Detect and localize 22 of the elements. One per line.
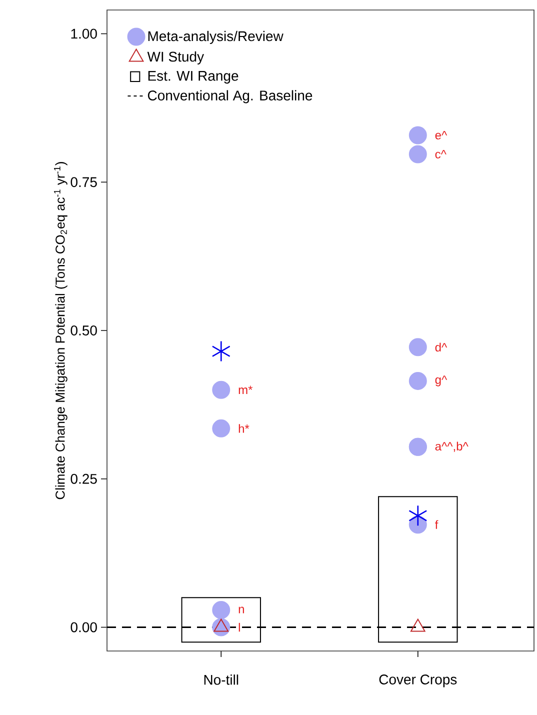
legend-label: Meta-analysis/Review: [148, 30, 284, 44]
annotation: c^: [435, 150, 446, 158]
annotation: d^: [435, 342, 448, 352]
y-axis-title: Climate Change Mitigation Potential (Tons CO$_{2}$eq ac$^{-1}$ yr$^{-1}$): [54, 162, 68, 500]
x-tick-label: No-till: [204, 674, 238, 685]
legend-label: Est. WI Range: [148, 71, 238, 84]
y-tick-label: 0.75: [70, 177, 97, 188]
y-tick-label: 1.00: [71, 28, 97, 39]
legend-label: Conventional Ag. Baseline: [148, 90, 312, 104]
y-tick-label: 0.50: [70, 326, 97, 336]
y-tick-label: 0.00: [70, 622, 97, 632]
annotation: f: [435, 520, 438, 529]
annotation: m*: [238, 386, 253, 394]
annotation: e^: [435, 131, 448, 140]
annotation: l: [238, 622, 240, 632]
legend-label: WI Study: [147, 51, 204, 64]
annotation: g^: [435, 376, 448, 386]
annotation: h*: [238, 424, 250, 433]
y-tick-label: 0.25: [70, 474, 97, 484]
annotation: n: [238, 606, 244, 614]
x-tick-label: Cover Crops: [379, 674, 457, 688]
annotation: a^^,b^: [435, 442, 468, 452]
